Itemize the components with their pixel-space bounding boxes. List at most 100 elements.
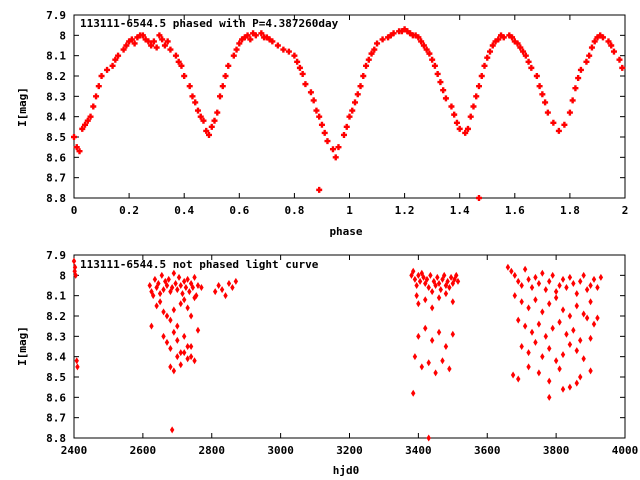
unphased-data-point bbox=[423, 324, 428, 332]
unphased-data-point bbox=[550, 324, 555, 332]
unphased-data-point bbox=[182, 349, 187, 357]
unphased-data-point bbox=[578, 277, 583, 285]
unphased-data-point bbox=[159, 271, 165, 279]
phased-data-point bbox=[194, 107, 201, 114]
unphased-data-point bbox=[574, 302, 579, 310]
phased-data-point bbox=[95, 83, 102, 90]
phased-data-point bbox=[429, 56, 436, 63]
unphased-data-point bbox=[581, 271, 586, 279]
phased-data-point bbox=[294, 58, 301, 65]
unphased-data-point bbox=[522, 265, 528, 273]
phased-data-point bbox=[544, 109, 551, 116]
unphased-data-point bbox=[574, 347, 579, 355]
phased-data-point bbox=[324, 138, 331, 145]
unphased-data-point bbox=[450, 330, 456, 338]
unphased-data-point bbox=[595, 284, 600, 292]
phased-data-point bbox=[437, 79, 444, 86]
unphased-data-point bbox=[526, 275, 531, 283]
phased-data-point bbox=[310, 97, 317, 104]
unphased-data-point bbox=[74, 357, 79, 365]
unphased-data-point bbox=[505, 263, 511, 271]
phased-data-point bbox=[71, 134, 77, 140]
unphased-data-point bbox=[547, 300, 552, 308]
unphased-data-point bbox=[578, 373, 583, 381]
unphased-data-point bbox=[543, 286, 548, 294]
unphased-data-point bbox=[560, 351, 566, 359]
phased-data-point bbox=[280, 46, 287, 53]
unphased-data-point bbox=[588, 367, 593, 375]
phased-data-point bbox=[473, 93, 480, 100]
unphased-data-point bbox=[509, 267, 514, 275]
unphased-data-point bbox=[175, 336, 180, 344]
unphased-data-point bbox=[192, 357, 197, 365]
phased-data-point bbox=[434, 70, 441, 77]
unphased-data-point bbox=[533, 296, 538, 304]
unphased-plot-frame bbox=[73, 254, 626, 439]
phased-data-point bbox=[167, 46, 174, 53]
unphased-data-point bbox=[423, 296, 428, 304]
unphased-data-point bbox=[557, 365, 562, 373]
unphased-data-point bbox=[416, 332, 421, 340]
unphased-data-point bbox=[157, 298, 163, 306]
phased-data-point bbox=[525, 58, 532, 65]
phased-data-point bbox=[555, 127, 562, 134]
unphased-y-tick-label: 8.3 bbox=[46, 330, 66, 343]
phased-data-point bbox=[475, 195, 482, 201]
unphased-data-point bbox=[533, 273, 538, 281]
unphased-data-point bbox=[560, 385, 566, 393]
unphased-data-point bbox=[230, 284, 235, 292]
phased-data-point bbox=[442, 95, 449, 102]
unphased-data-point bbox=[149, 322, 154, 330]
unphased-data-point bbox=[540, 353, 545, 361]
phased-data-point bbox=[487, 48, 494, 55]
unphased-data-point bbox=[192, 273, 197, 281]
phased-x-tick-label: 1 bbox=[346, 204, 353, 217]
unphased-data-point bbox=[161, 332, 166, 340]
phased-y-tick-label: 8.1 bbox=[46, 50, 66, 63]
phased-plot-x-axis-label: phase bbox=[329, 225, 362, 238]
unphased-data-point bbox=[560, 306, 566, 314]
phased-data-point bbox=[230, 52, 237, 59]
phased-data-point bbox=[349, 107, 356, 114]
unphased-data-point bbox=[588, 282, 593, 289]
unphased-data-point bbox=[157, 290, 163, 298]
unphased-data-point bbox=[578, 336, 583, 344]
unphased-data-point bbox=[176, 273, 182, 281]
unphased-plot-y-axis-label: I[mag] bbox=[16, 326, 29, 366]
phased-data-point bbox=[533, 73, 540, 79]
phased-data-point bbox=[335, 144, 342, 151]
unphased-data-point bbox=[187, 288, 192, 296]
unphased-data-point bbox=[584, 286, 590, 294]
unphased-data-point bbox=[567, 340, 573, 348]
unphased-data-point bbox=[426, 434, 431, 442]
unphased-x-tick-label: 3000 bbox=[267, 444, 294, 457]
phased-data-point bbox=[299, 70, 306, 77]
phased-data-point bbox=[379, 36, 386, 43]
unphased-data-point bbox=[414, 282, 419, 289]
phased-data-point bbox=[296, 64, 303, 71]
phased-data-point bbox=[214, 109, 221, 116]
unphased-data-point bbox=[516, 277, 521, 285]
phased-data-point bbox=[172, 52, 179, 59]
phased-data-point bbox=[329, 146, 336, 153]
phased-data-point bbox=[360, 73, 367, 79]
phased-y-tick-label: 8.8 bbox=[46, 192, 66, 205]
phased-data-point bbox=[456, 125, 463, 132]
unphased-plot-title: 113111-6544.5 not phased light curve bbox=[80, 258, 319, 271]
unphased-data-point bbox=[526, 363, 531, 371]
unphased-data-point bbox=[429, 288, 435, 296]
unphased-data-point bbox=[567, 273, 573, 281]
phased-data-point bbox=[561, 121, 568, 128]
unphased-data-point bbox=[164, 338, 170, 346]
unphased-data-point bbox=[536, 279, 542, 287]
unphased-y-tick-label: 8.8 bbox=[46, 432, 66, 445]
unphased-data-point bbox=[588, 298, 593, 306]
phased-data-point bbox=[588, 44, 595, 51]
unphased-x-tick-label: 2400 bbox=[61, 444, 88, 457]
phased-data-point bbox=[274, 42, 281, 49]
phased-data-point bbox=[316, 186, 323, 193]
unphased-y-tick-label: 8.7 bbox=[46, 412, 66, 425]
phased-data-point bbox=[478, 73, 485, 79]
unphased-data-point bbox=[223, 292, 228, 300]
unphased-data-point bbox=[173, 279, 178, 287]
